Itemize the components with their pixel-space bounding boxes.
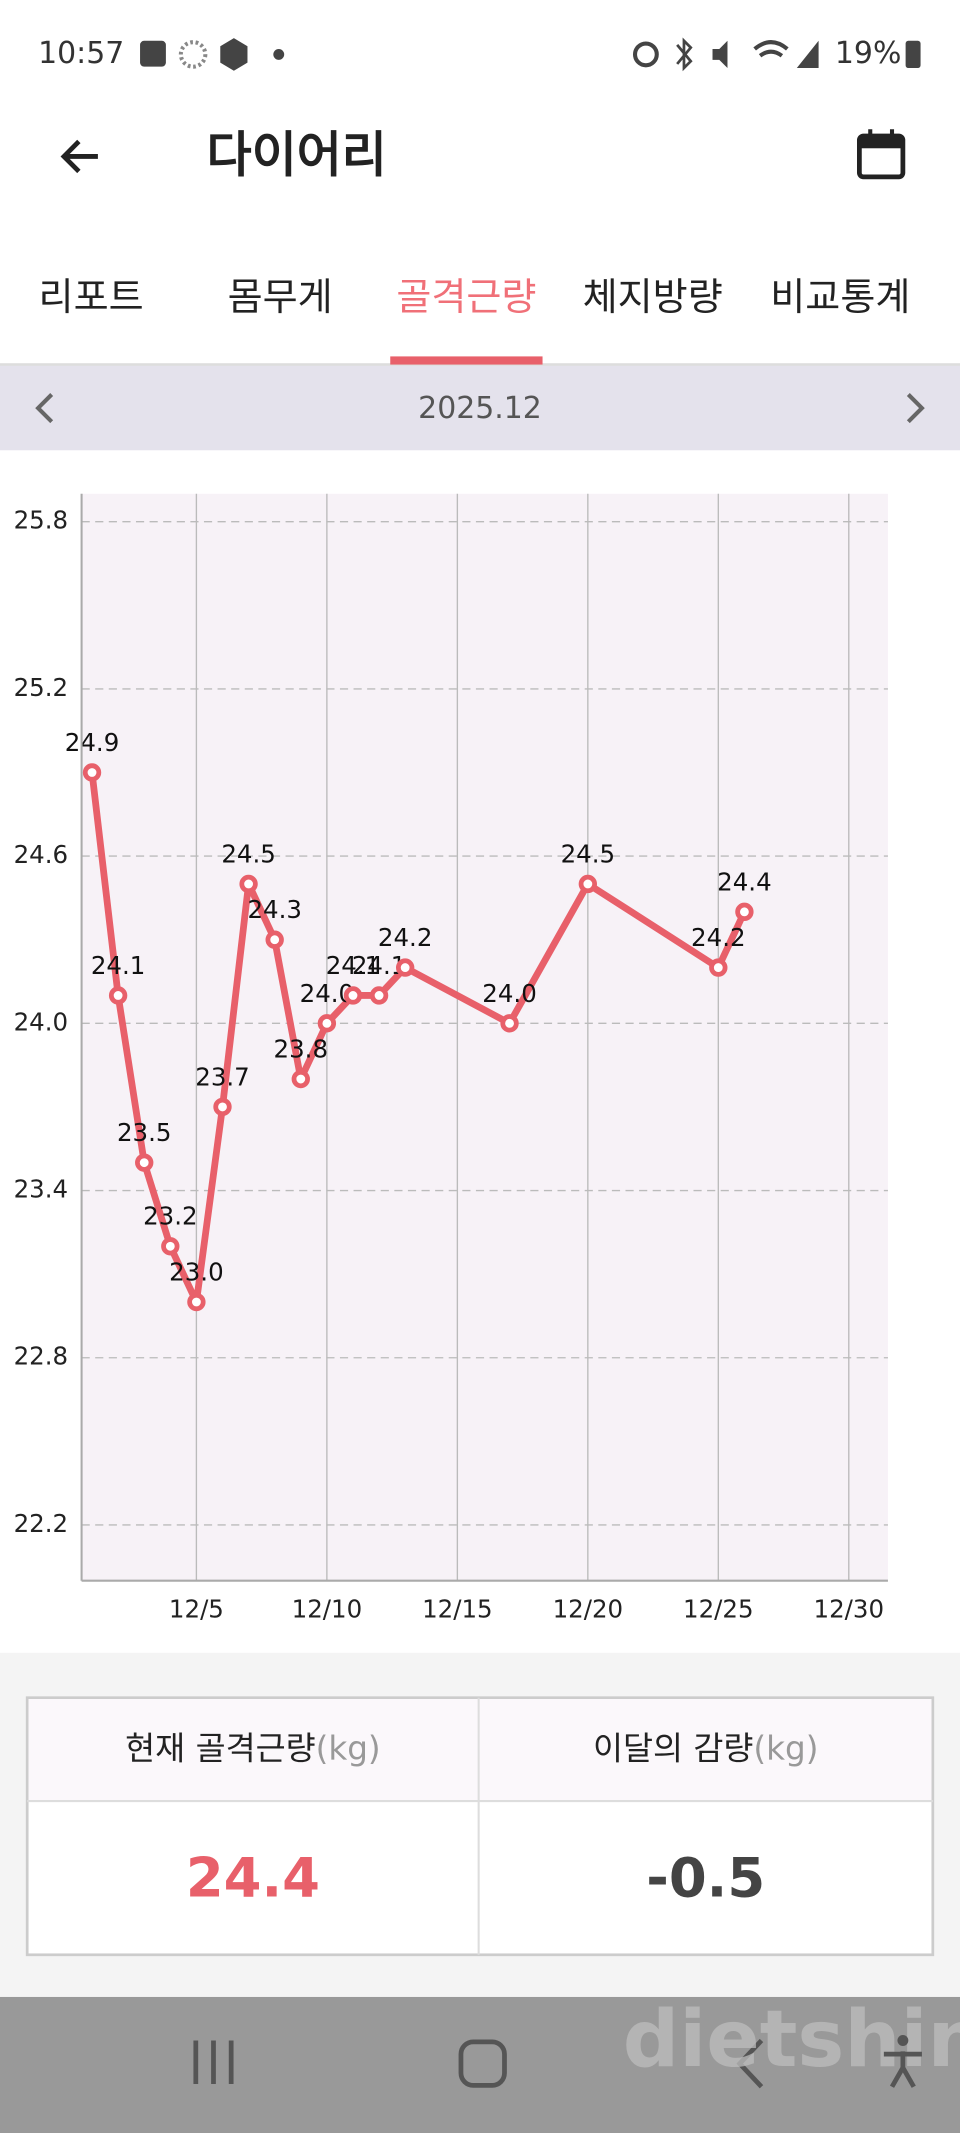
status-icon [712,40,728,69]
summary-value: -0.5 [646,1846,765,1909]
tab[interactable]: 체지방량 [583,275,723,319]
data-label: 24.1 [326,951,380,980]
data-point [108,986,128,1005]
data-point [343,986,363,1005]
y-tick-label: 22.8 [14,1342,68,1371]
header-unit: (kg) [316,1730,381,1768]
data-label: 23.0 [169,1257,223,1286]
data-point [239,874,258,894]
data-label: 23.8 [274,1034,328,1063]
header-unit: (kg) [753,1730,818,1768]
prev-month[interactable] [35,393,54,424]
battery-icon [905,40,921,69]
data-label: 24.2 [378,923,432,952]
data-point [500,1014,519,1033]
accessibility-button[interactable] [883,2035,922,2088]
header-label: 이달의 감량 [593,1730,753,1768]
status-battery: 19% [835,36,901,71]
data-label: 24.5 [221,839,275,868]
data-point [317,1014,337,1033]
status-dot [273,48,285,60]
status-icon [676,37,693,72]
y-tick-label: 25.2 [14,673,68,702]
summary-header-cell: 이달의 감량(kg) [593,1730,818,1768]
data-point [161,1237,180,1256]
data-point [291,1069,310,1089]
data-point [578,874,598,894]
status-time: 10:57 [38,36,124,71]
x-tick-label: 12/10 [292,1595,363,1624]
nav-bar [0,1996,960,2133]
data-label: 24.1 [91,951,145,980]
x-tick-label: 12/5 [169,1595,224,1624]
data-point [82,763,102,782]
data-point [395,958,415,977]
x-tick-label: 12/30 [814,1595,885,1624]
data-point [187,1292,206,1312]
data-point [709,958,728,977]
data-label: 24.4 [717,867,771,896]
data-point [213,1097,232,1117]
month-label: 2025.12 [418,391,542,426]
header-title: 다이어리 [207,126,387,183]
y-tick-label: 24.0 [14,1007,68,1036]
chart: 22.2 22.8 23.4 24.0 24.6 25.2 25.8 12/5 12/10 12/… [14,493,888,1624]
data-label: 24.5 [561,839,615,868]
calendar-button[interactable] [856,129,906,180]
summary-value: 24.4 [186,1846,320,1909]
status-icon [140,40,166,67]
tab[interactable]: 비교통계 [770,275,910,319]
nav-back[interactable] [736,2038,764,2089]
status-icon [220,38,248,71]
y-tick-label: 24.6 [14,840,68,869]
summary-header-cell: 현재 골격근량(kg) [125,1730,380,1768]
a11y-icon [897,2035,909,2046]
status-icon [178,40,208,69]
y-tick-label: 22.2 [14,1509,68,1538]
y-tick-label: 23.4 [14,1175,68,1204]
data-point [369,986,389,1005]
tab[interactable]: 리포트 [39,275,144,319]
status-icon [796,40,819,69]
y-tick-label: 25.8 [14,506,68,535]
data-point [735,902,754,922]
header-label: 현재 골격근량 [125,1730,315,1768]
data-label: 24.2 [691,923,745,952]
tab-indicator [390,356,543,365]
x-tick-label: 12/25 [683,1595,754,1624]
plot-area [81,493,888,1581]
data-point [265,930,284,949]
status-icon [753,40,789,58]
x-tick-label: 12/20 [553,1595,624,1624]
data-label: 23.7 [195,1062,249,1091]
month-bar [0,365,960,451]
data-label: 23.5 [117,1118,171,1147]
data-label: 24.0 [482,979,536,1008]
calendar-icon [856,133,906,180]
data-label: 24.3 [247,895,301,924]
next-month[interactable] [906,393,925,424]
data-point [135,1153,154,1172]
watermark: dietshin.com [623,1993,960,2085]
tab[interactable]: 골격근량 [396,275,536,319]
data-label: 23.2 [143,1202,197,1231]
tab-bar: 리포트 몸무게 골격근량 체지방량 비교통계 [39,275,911,319]
nav-home[interactable] [458,2039,507,2088]
nav-recent[interactable] [193,2040,234,2085]
x-tick-label: 12/15 [422,1595,493,1624]
summary-header [28,1699,932,1802]
tab[interactable]: 몸무게 [228,275,333,319]
calendar-icon [859,136,903,149]
data-label: 24.9 [65,728,119,757]
a11y-icon [883,2051,922,2088]
back-button[interactable] [60,139,98,174]
status-icon [632,41,659,68]
calendar-icon [868,129,895,141]
